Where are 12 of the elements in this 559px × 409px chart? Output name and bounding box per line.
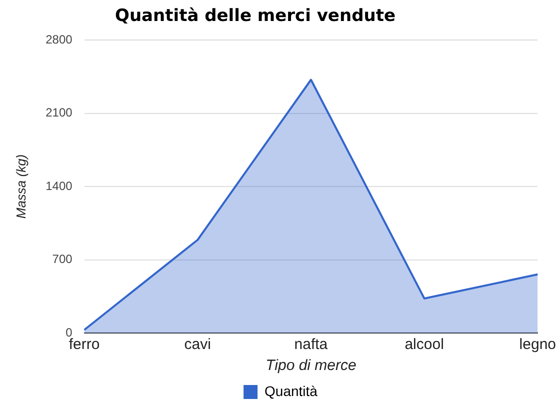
y-tick-label: 700 bbox=[52, 252, 73, 266]
legend-label: Quantità bbox=[264, 382, 318, 399]
x-axis-title: Tipo di merce bbox=[266, 357, 356, 374]
x-tick-label: nafta bbox=[294, 336, 328, 354]
x-tick-label: alcool bbox=[404, 336, 444, 354]
x-tick-label: cavi bbox=[184, 336, 211, 354]
x-tick-label: legno bbox=[519, 336, 556, 354]
y-tick-label: 2800 bbox=[46, 32, 73, 46]
y-axis-title: Massa (kg) bbox=[13, 154, 28, 219]
y-tick-label: 2100 bbox=[46, 106, 73, 120]
y-tick-label: 1400 bbox=[46, 178, 73, 193]
chart-title: Quantità delle merci vendute bbox=[115, 6, 396, 26]
